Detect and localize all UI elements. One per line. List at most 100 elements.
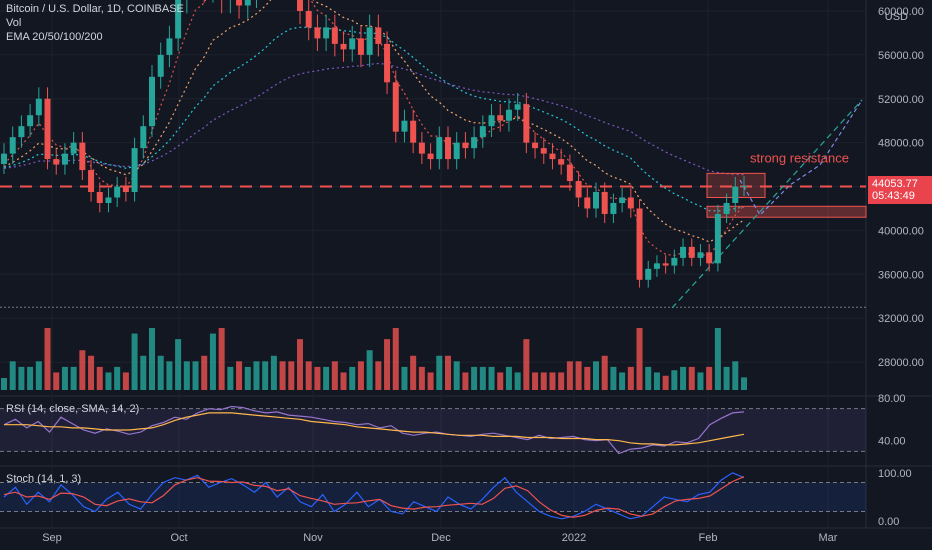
candle-body xyxy=(131,148,138,193)
volume-bar xyxy=(209,333,216,390)
stoch-d-line xyxy=(3,476,745,518)
chart-title: Bitcoin / U.S. Dollar, 1D, COINBASE xyxy=(6,3,184,15)
volume-bar xyxy=(688,366,695,390)
candle-body xyxy=(627,197,634,209)
volume-bar xyxy=(653,372,660,390)
candle-body xyxy=(514,104,521,110)
candle-body xyxy=(340,43,347,50)
candle-body xyxy=(384,43,391,83)
candle-body xyxy=(357,38,364,55)
candle-body xyxy=(305,10,312,28)
volume-bar xyxy=(601,355,608,390)
volume-bar xyxy=(636,328,643,390)
candle-body xyxy=(723,202,730,214)
volume-bar xyxy=(201,355,208,390)
candle-body xyxy=(593,192,599,209)
candle-body xyxy=(18,126,25,138)
volume-bar xyxy=(262,361,269,390)
candle-body xyxy=(453,142,460,160)
volume-bar xyxy=(1,378,7,390)
candle-body xyxy=(392,82,399,132)
volume-bar xyxy=(218,328,225,390)
volume-bar xyxy=(305,361,312,390)
last-price-tag: 44053.77 05:43:49 xyxy=(868,176,932,204)
volume-bar xyxy=(575,361,582,390)
volume-bar xyxy=(706,366,713,390)
candle-body xyxy=(566,164,573,182)
candle-body xyxy=(445,137,451,160)
volume-bar xyxy=(627,366,634,390)
price-tick-label: 48000.00 xyxy=(878,138,924,150)
rsi-tick-label: 40.00 xyxy=(878,436,906,448)
volume-bar xyxy=(314,366,321,390)
candle-body xyxy=(540,148,547,154)
candle-body xyxy=(244,0,251,6)
stoch-legend: Stoch (14, 1, 3) xyxy=(6,473,82,485)
volume-bar xyxy=(514,372,521,390)
candle-body xyxy=(636,208,643,280)
candle-body xyxy=(401,120,408,132)
volume-bar xyxy=(157,355,164,390)
volume-bar xyxy=(297,339,303,390)
ema50-line xyxy=(3,0,745,243)
candle-body xyxy=(558,159,565,165)
volume-bar xyxy=(53,372,60,390)
volume-bar xyxy=(584,366,591,390)
chart-legend: Bitcoin / U.S. Dollar, 1D, COINBASE Vol … xyxy=(6,2,184,44)
candle-body xyxy=(601,192,608,214)
candle-body xyxy=(61,153,68,165)
volume-bar xyxy=(114,366,121,390)
volume-bar xyxy=(384,339,391,390)
volume-bar xyxy=(375,361,382,390)
volume-bar xyxy=(532,372,539,390)
candle-body xyxy=(1,153,7,164)
volume-bar xyxy=(453,361,460,390)
volume-bar xyxy=(96,366,103,390)
volume-bar xyxy=(505,366,512,390)
bar-countdown: 05:43:49 xyxy=(872,190,915,202)
demand-zone xyxy=(706,205,867,218)
volume-bar xyxy=(253,361,260,390)
candle-body xyxy=(375,27,382,44)
candle-body xyxy=(122,186,129,193)
volume-bar xyxy=(140,355,147,390)
rsi-line xyxy=(3,405,745,455)
candle-body xyxy=(505,109,512,121)
volume-bar xyxy=(183,361,190,390)
volume-bar xyxy=(149,328,155,390)
currency-label: USD xyxy=(884,11,908,23)
volume-bar xyxy=(619,372,626,390)
volume-bar xyxy=(105,372,112,390)
volume-bar xyxy=(366,350,373,390)
candle-body xyxy=(619,197,626,203)
candle-body xyxy=(436,137,443,160)
ema-label: EMA 20/50/100/200 xyxy=(6,31,103,43)
candle-body xyxy=(175,0,182,39)
volume-bar xyxy=(497,372,504,390)
candle-body xyxy=(79,142,86,171)
candle-body xyxy=(314,27,321,39)
volume-bar xyxy=(418,366,425,390)
time-tick-label: Dec xyxy=(431,532,451,544)
volume-bar xyxy=(471,366,478,390)
candle-body xyxy=(653,263,660,269)
candle-body xyxy=(149,76,155,127)
volume-bar xyxy=(166,361,173,390)
candle-body xyxy=(732,186,739,203)
price-tick-label: 36000.00 xyxy=(878,269,924,281)
candle-body xyxy=(532,142,539,149)
candle-body xyxy=(114,186,121,198)
candle-body xyxy=(680,246,687,258)
candle-body xyxy=(688,246,695,258)
stoch-tick-label: 0.00 xyxy=(878,516,899,528)
volume-bar xyxy=(192,361,199,390)
volume-bar xyxy=(436,355,443,390)
candle-body xyxy=(157,54,164,77)
candle-body xyxy=(166,38,173,55)
time-tick-label: Feb xyxy=(699,532,718,544)
volume-bar xyxy=(357,361,364,390)
volume-bar xyxy=(244,366,251,390)
volume-bar xyxy=(662,375,669,390)
volume-bar xyxy=(488,366,495,390)
